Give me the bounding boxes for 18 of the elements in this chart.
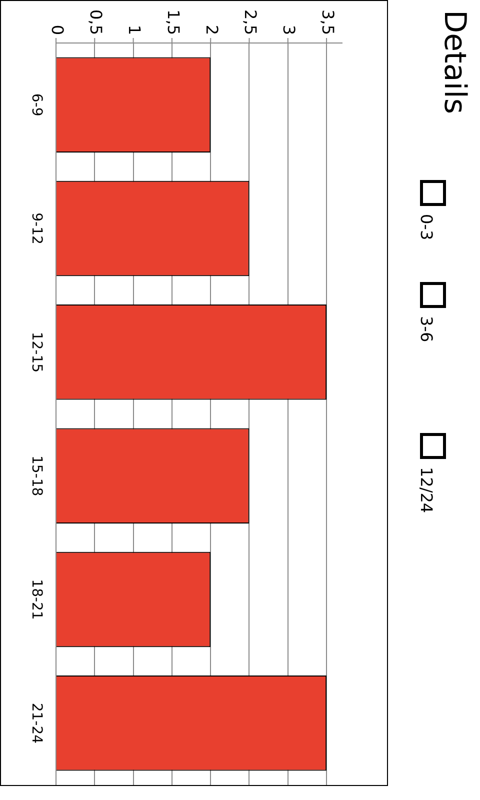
- x-tick-label: 0,5: [86, 10, 106, 35]
- x-tick-label: 0: [48, 24, 67, 35]
- x-tick-label: 1,5: [164, 10, 183, 35]
- text: Details: [437, 10, 472, 114]
- x-tick-label: 1: [125, 24, 144, 35]
- x-tick-label: 2: [202, 24, 222, 35]
- x-tick-label: 3,5: [318, 10, 338, 35]
- y-tick-label: 9-12: [28, 212, 44, 244]
- y-tick-label: 12-15: [28, 332, 44, 373]
- y-tick-label: 15-18: [28, 455, 44, 496]
- x-tick-label: 2,5: [241, 10, 260, 35]
- y-tick-label: 21-24: [28, 702, 44, 744]
- y-tick-label: 18-21: [28, 579, 44, 620]
- text: 0-3: [417, 214, 437, 240]
- text: 12/24: [417, 467, 437, 514]
- y-tick-label: 6-9: [28, 93, 44, 116]
- x-tick-label: 3: [280, 24, 299, 35]
- text: 3-6: [417, 316, 437, 342]
